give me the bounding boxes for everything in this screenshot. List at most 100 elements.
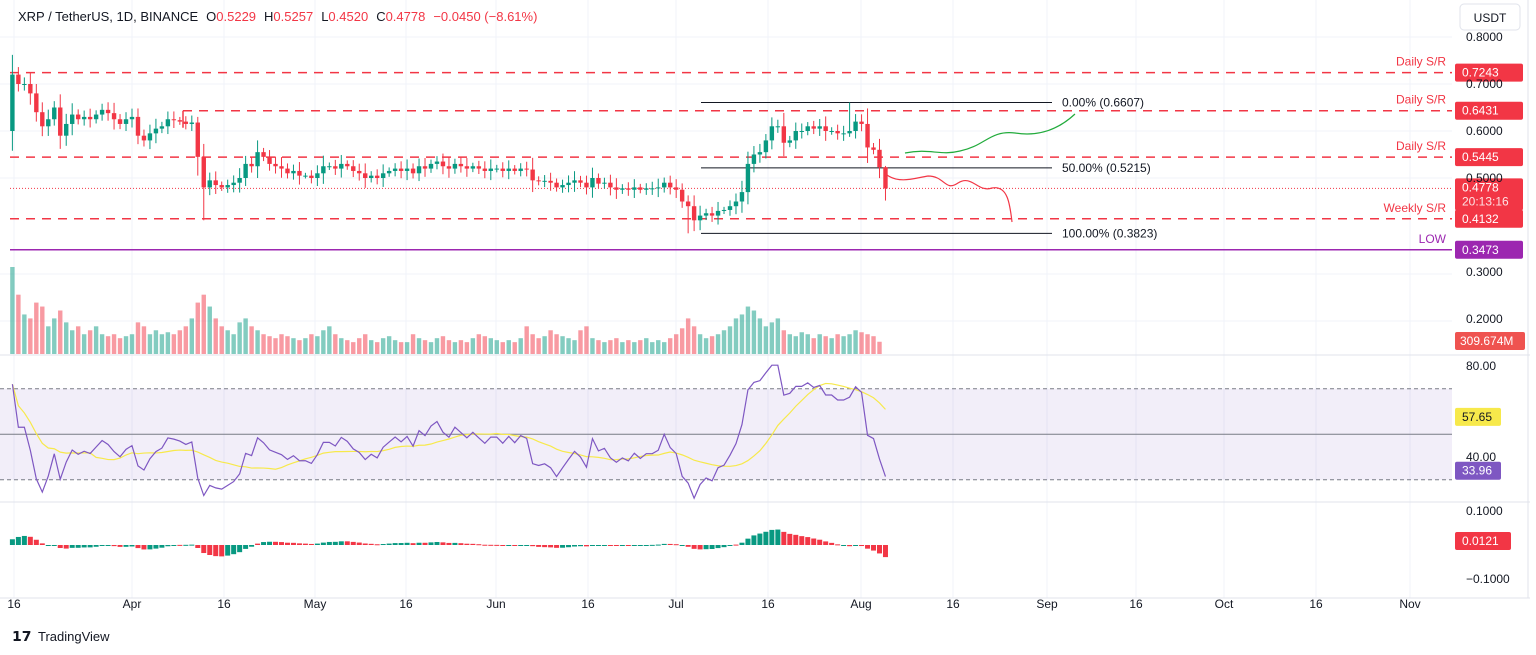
sr-price-badge xyxy=(1455,148,1523,167)
volume-bar xyxy=(703,338,709,354)
macd-histogram-bar xyxy=(877,545,882,554)
candle-body xyxy=(40,112,45,127)
volume-bar xyxy=(434,338,440,354)
volume-bar xyxy=(542,336,547,354)
fib-level-label: 0.00% (0.6607) xyxy=(1062,95,1144,109)
macd-histogram-bar xyxy=(225,545,231,556)
volume-bar xyxy=(841,336,846,354)
candle-body xyxy=(279,166,284,169)
volume-bar xyxy=(81,334,87,354)
macd-histogram-bar xyxy=(267,541,273,545)
macd-histogram-bar xyxy=(595,545,601,546)
time-axis-tick: Sep xyxy=(1036,597,1058,611)
candle-body xyxy=(602,182,607,184)
volume-bar xyxy=(548,330,553,354)
volume-bar xyxy=(285,336,290,354)
candle-body xyxy=(34,93,39,113)
volume-bar xyxy=(853,330,858,354)
macd-histogram-bar xyxy=(81,545,87,548)
volume-bar xyxy=(560,336,565,354)
macd-histogram-bar xyxy=(482,544,488,546)
candle-body xyxy=(745,163,751,193)
macd-histogram-bar xyxy=(356,542,362,545)
macd-histogram-bar xyxy=(829,542,835,545)
macd-histogram-bar xyxy=(93,545,99,547)
candle-body xyxy=(416,166,422,174)
volume-bar xyxy=(333,334,338,354)
macd-histogram-bar xyxy=(165,545,171,547)
candle-body xyxy=(434,161,440,164)
candle-body xyxy=(297,170,302,176)
time-axis-tick: 16 xyxy=(1129,597,1143,611)
volume-bar xyxy=(201,294,206,354)
volume-bar xyxy=(739,314,745,354)
price-axis-tick: 0.5000 xyxy=(1466,171,1503,185)
rsi-line xyxy=(11,364,887,500)
volume-bar xyxy=(135,322,141,354)
volume-bar xyxy=(476,334,482,354)
candle-body xyxy=(644,188,649,190)
macd-histogram-bar xyxy=(649,544,655,546)
sr-label: Daily S/R xyxy=(1396,55,1446,69)
sr-price-text: 0.7243 xyxy=(1462,66,1499,80)
volume-bar xyxy=(829,338,834,354)
macd-badge-text: 0.0121 xyxy=(1462,534,1499,548)
candle-body xyxy=(614,187,619,190)
macd-histogram-bar xyxy=(296,543,302,545)
volume-bar xyxy=(745,306,751,354)
tradingview-logo[interactable]: 𝟭𝟳 TradingView xyxy=(12,628,110,644)
svg-text:TradingView: TradingView xyxy=(38,629,110,644)
candle-body xyxy=(386,170,392,174)
volume-bar xyxy=(793,336,798,354)
price-axis-tick: 0.7000 xyxy=(1466,77,1503,91)
candle-body xyxy=(111,113,117,120)
volume-bar xyxy=(404,342,410,354)
macd-histogram-bar xyxy=(775,529,781,545)
volume-bar xyxy=(392,340,398,354)
macd-histogram-bar xyxy=(171,545,177,546)
macd-histogram-bar xyxy=(583,545,589,547)
macd-histogram-bar xyxy=(189,544,195,546)
candle-body xyxy=(87,116,93,120)
candle-body xyxy=(584,182,589,188)
volume-bar xyxy=(16,294,21,354)
macd-histogram-bar xyxy=(631,545,637,546)
macd-histogram-bar xyxy=(781,531,787,545)
candle-body xyxy=(58,107,63,136)
overlays: Daily S/R Daily S/R Daily S/R Weekly S/R LOW… xyxy=(10,55,1452,251)
candle-body xyxy=(733,201,739,207)
volume-badge-text: 309.674M xyxy=(1460,334,1513,348)
volume-bar xyxy=(518,338,523,354)
macd-histogram-bar xyxy=(859,545,865,547)
volume-bar xyxy=(584,326,589,354)
macd-histogram-bar xyxy=(745,538,751,545)
volume-bar xyxy=(46,326,51,354)
volume-bar xyxy=(207,306,212,354)
macd-histogram-bar xyxy=(422,542,428,545)
candle-body xyxy=(554,182,559,188)
macd-histogram-bar xyxy=(882,545,888,558)
macd-histogram-bar xyxy=(691,545,697,549)
volume-bar xyxy=(578,330,583,354)
volume-bar xyxy=(440,336,446,354)
rsi-ma-badge xyxy=(1455,407,1501,426)
volume-bar xyxy=(213,318,218,354)
price-axis-tick: 0.3000 xyxy=(1466,265,1503,279)
macd-histogram-bar xyxy=(799,536,805,545)
candle-body xyxy=(315,173,320,178)
macd-histogram-bar xyxy=(703,545,709,550)
volume-bar xyxy=(494,340,499,354)
volume-bar xyxy=(458,340,464,354)
macd-histogram-bar xyxy=(685,545,691,547)
macd-histogram-bar xyxy=(99,545,105,546)
volume-bar xyxy=(369,340,374,354)
candle-body xyxy=(632,187,637,190)
volume-bar xyxy=(357,338,362,354)
candle-body xyxy=(135,116,141,136)
candle-body xyxy=(16,74,21,84)
currency-button[interactable]: USDT xyxy=(1459,3,1521,31)
time-axis-tick: 16 xyxy=(217,597,231,611)
macd-histogram-bar xyxy=(613,545,619,546)
candle-body xyxy=(877,149,882,168)
